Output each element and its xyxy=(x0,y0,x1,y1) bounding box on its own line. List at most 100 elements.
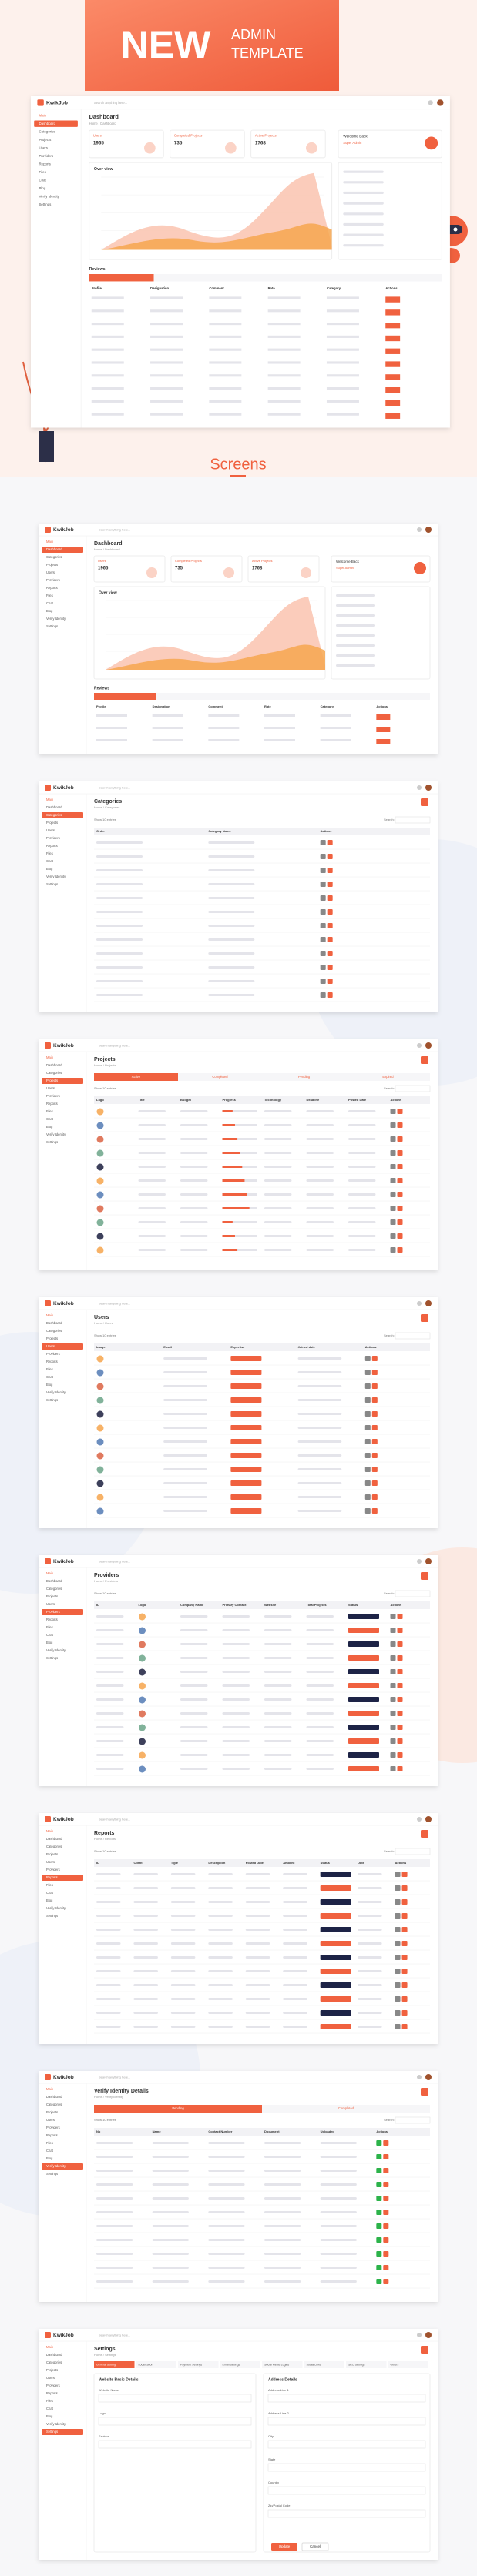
settings-tab-label: Others xyxy=(391,2363,399,2366)
column-header: Actions xyxy=(391,1603,402,1607)
sidebar-item: Settings xyxy=(46,624,58,628)
cell-placeholder xyxy=(180,1740,208,1742)
search-box xyxy=(395,1332,431,1340)
field-label: Zip/Postal Code xyxy=(268,2504,291,2507)
welcome-card xyxy=(338,129,442,159)
cell-placeholder xyxy=(180,1726,208,1728)
tab[interactable] xyxy=(94,1073,178,1081)
search-label: Search: xyxy=(384,1086,395,1090)
column-header: Date xyxy=(358,1861,364,1865)
cell-placeholder xyxy=(163,1510,207,1512)
avatar xyxy=(139,1613,146,1621)
cell-placeholder xyxy=(170,2026,196,2028)
cell-placeholder xyxy=(283,2026,307,2028)
add-button[interactable] xyxy=(421,2088,428,2096)
cell-placeholder xyxy=(222,1712,250,1715)
column-header: Actions xyxy=(365,1345,377,1349)
sidebar-item: Verify Identity xyxy=(46,1648,66,1652)
cell-placeholder xyxy=(264,1124,292,1126)
cell-placeholder xyxy=(306,1124,334,1126)
sidebar-item: Files xyxy=(46,2141,53,2145)
action-button xyxy=(385,309,401,316)
status-pill xyxy=(230,1508,262,1514)
tab[interactable] xyxy=(346,1073,430,1081)
cell-placeholder xyxy=(306,1740,334,1742)
status-pill xyxy=(320,1872,351,1877)
cell-placeholder xyxy=(348,1152,376,1154)
notification xyxy=(417,2333,422,2337)
input[interactable] xyxy=(98,2417,252,2426)
avatar xyxy=(96,1424,104,1432)
input[interactable] xyxy=(267,2509,426,2518)
breadcrumb: Home / Dashboard xyxy=(94,547,120,551)
action-button xyxy=(320,840,326,845)
input[interactable] xyxy=(267,2394,426,2403)
cell-placeholder xyxy=(133,1970,158,1972)
avatar xyxy=(139,1765,146,1773)
cell-placeholder xyxy=(209,309,242,313)
cell-placeholder xyxy=(208,980,255,982)
add-button[interactable] xyxy=(421,1314,428,1322)
action-button xyxy=(401,1955,408,1960)
status-pill xyxy=(230,1383,262,1389)
cell-placeholder xyxy=(245,1887,270,1889)
input[interactable] xyxy=(267,2440,426,2449)
cell-placeholder xyxy=(96,1629,124,1631)
input[interactable] xyxy=(267,2486,426,2495)
add-button[interactable] xyxy=(421,1830,428,1838)
tab[interactable] xyxy=(178,1073,262,1081)
tab[interactable] xyxy=(262,2105,430,2113)
tab[interactable] xyxy=(94,2105,262,2113)
add-button[interactable] xyxy=(421,2346,428,2354)
review-tabs xyxy=(156,693,430,700)
action-button xyxy=(390,1109,396,1114)
cell-placeholder xyxy=(306,1657,334,1659)
brand: KwikJob xyxy=(53,2333,74,2338)
cell-placeholder xyxy=(152,2142,189,2144)
cell-placeholder xyxy=(209,361,242,364)
field-label: Country xyxy=(268,2481,279,2484)
input[interactable] xyxy=(98,2440,252,2449)
breadcrumb: Home / Users xyxy=(94,1321,113,1325)
add-button[interactable] xyxy=(421,1056,428,1064)
cell-placeholder xyxy=(163,1399,207,1401)
cell-placeholder xyxy=(138,1138,166,1140)
cell-placeholder xyxy=(283,1942,307,1945)
sidebar-item: Main xyxy=(46,798,54,801)
column-header: Order xyxy=(96,829,105,833)
button[interactable] xyxy=(271,2543,297,2551)
action-button xyxy=(397,1738,403,1744)
cell-placeholder xyxy=(152,2253,189,2255)
action-button xyxy=(397,1219,403,1225)
action-button xyxy=(395,1899,401,1905)
action-button xyxy=(395,2010,401,2016)
sidebar-item: Main xyxy=(46,1055,54,1059)
cell-placeholder xyxy=(91,361,124,364)
avatar xyxy=(425,1558,432,1564)
table-header xyxy=(94,1601,430,1609)
tab[interactable] xyxy=(262,1073,346,1081)
settings-tab xyxy=(388,2361,428,2368)
logo-icon xyxy=(45,527,51,533)
cell-placeholder xyxy=(209,335,242,338)
action-button xyxy=(390,1614,396,1619)
side-row xyxy=(343,212,384,216)
input[interactable] xyxy=(267,2463,426,2472)
sidebar-item: Projects xyxy=(46,563,58,567)
add-button[interactable] xyxy=(421,798,428,806)
action-button xyxy=(401,2024,408,2029)
sidebar-item: Users xyxy=(46,1086,55,1090)
field-label: Address Line 2 xyxy=(268,2411,289,2415)
cell-placeholder xyxy=(150,413,183,416)
sidebar-item: Main xyxy=(46,2345,54,2349)
action-button xyxy=(320,923,326,928)
input[interactable] xyxy=(98,2394,252,2403)
cell-placeholder xyxy=(96,2197,133,2200)
action-button xyxy=(385,348,401,354)
action-button xyxy=(397,1614,403,1619)
cell-placeholder xyxy=(96,1901,121,1903)
stat-value: 735 xyxy=(175,567,183,571)
input[interactable] xyxy=(267,2417,426,2426)
add-button[interactable] xyxy=(421,1572,428,1580)
button[interactable] xyxy=(301,2542,329,2551)
